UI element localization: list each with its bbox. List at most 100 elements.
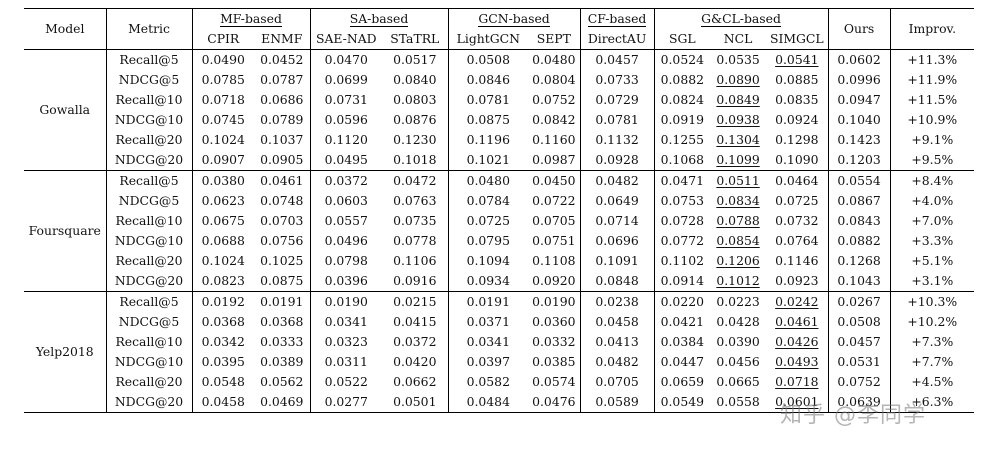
- value-cell: 0.1102: [653, 251, 711, 271]
- value-cell: 0.0456: [716, 354, 760, 369]
- value-cell: 0.1230: [393, 132, 437, 147]
- group-header-sa: SA-based: [309, 8, 449, 29]
- value-cell: 0.0938: [716, 112, 760, 127]
- value-cell: 0.0420: [393, 354, 437, 369]
- value-cell: 0.0907: [191, 150, 254, 171]
- value-cell: 0.0748: [260, 193, 304, 208]
- improvement-cell: +6.3%: [889, 392, 975, 413]
- value-cell: 0.0789: [260, 112, 304, 127]
- value-cell: 0.1196: [447, 130, 529, 150]
- ours-value-cell: 0.0602: [827, 49, 891, 70]
- value-cell: 0.0751: [532, 233, 576, 248]
- improvement-cell: +9.5%: [889, 150, 975, 171]
- value-cell: 0.0574: [532, 374, 576, 389]
- table-row: Yelp2018 Recall@5 0.0192 0.0191 0.0190 0.0215…: [24, 291, 975, 359]
- value-cell: 0.0421: [653, 312, 711, 332]
- value-cell: 0.0428: [716, 314, 760, 329]
- value-cell: 0.0875: [447, 110, 529, 130]
- value-cell: 0.0732: [775, 213, 819, 228]
- value-cell: 0.0541: [775, 52, 819, 67]
- value-cell: 0.0596: [309, 110, 383, 130]
- table-row: NDCG@5 0.0785 0.0787 0.0699 0.0840 0.0846 0.08…: [24, 70, 975, 90]
- value-cell: 0.0623: [191, 191, 254, 211]
- value-cell: 0.0190: [532, 294, 576, 309]
- metric-label: NDCG@10: [105, 110, 192, 130]
- value-cell: 0.0662: [393, 374, 437, 389]
- ours-value-cell: 0.1423: [827, 130, 891, 150]
- ours-value-cell: 0.1203: [827, 150, 891, 171]
- method-header: ENMF: [261, 31, 303, 46]
- value-cell: 0.0854: [716, 233, 760, 248]
- value-cell: 0.0493: [775, 354, 819, 369]
- value-cell: 0.1090: [775, 152, 819, 167]
- value-cell: 0.0476: [532, 394, 576, 409]
- group-header-cf: CF-based: [579, 8, 655, 29]
- improvement-cell: +5.1%: [889, 251, 975, 271]
- value-cell: 0.0495: [309, 150, 383, 171]
- ours-value-cell: 0.1040: [827, 110, 891, 130]
- value-cell: 0.0905: [260, 152, 304, 167]
- value-cell: 0.0413: [579, 332, 655, 352]
- ours-value-cell: 0.0996: [827, 70, 891, 90]
- value-cell: 0.0215: [393, 294, 437, 309]
- method-header: SGL: [653, 29, 711, 50]
- model-header: Model: [45, 21, 85, 36]
- value-cell: 0.0705: [579, 372, 655, 392]
- value-cell: 0.0686: [260, 92, 304, 107]
- value-cell: 0.0368: [191, 312, 254, 332]
- improvement-cell: +3.3%: [889, 231, 975, 251]
- value-cell: 0.1132: [579, 130, 655, 150]
- metric-label: NDCG@20: [105, 150, 192, 171]
- ours-value-cell: 0.0508: [827, 312, 891, 332]
- ours-value-cell: 0.0639: [827, 392, 891, 413]
- ours-value-cell: 0.1043: [827, 271, 891, 292]
- value-cell: 0.0649: [579, 191, 655, 211]
- value-cell: 0.0705: [532, 213, 576, 228]
- value-cell: 0.0781: [579, 110, 655, 130]
- value-cell: 0.0223: [716, 294, 760, 309]
- value-cell: 0.0311: [309, 352, 383, 372]
- value-cell: 0.0987: [532, 152, 576, 167]
- value-cell: 0.1120: [309, 130, 383, 150]
- value-cell: 0.0735: [393, 213, 437, 228]
- value-cell: 0.0450: [532, 173, 576, 188]
- value-cell: 0.0524: [653, 49, 711, 70]
- value-cell: 0.0396: [309, 271, 383, 292]
- improvement-cell: +4.5%: [889, 372, 975, 392]
- value-cell: 0.0849: [716, 92, 760, 107]
- value-cell: 0.0788: [716, 213, 760, 228]
- value-cell: 0.0923: [775, 273, 819, 288]
- value-cell: 0.0733: [579, 70, 655, 90]
- value-cell: 0.0914: [653, 271, 711, 292]
- value-cell: 0.0464: [775, 173, 819, 188]
- improvement-cell: +8.4%: [889, 170, 975, 191]
- value-cell: 0.0763: [393, 193, 437, 208]
- value-cell: 0.0718: [191, 90, 254, 110]
- value-cell: 0.0458: [579, 312, 655, 332]
- header-row-methods: CPIR ENMF SAE-NAD STaTRL LightGCN SEPT D…: [24, 29, 974, 50]
- value-cell: 0.0447: [653, 352, 711, 372]
- value-cell: 0.0582: [447, 372, 529, 392]
- value-cell: 0.0426: [775, 334, 819, 349]
- value-cell: 0.0333: [260, 334, 304, 349]
- value-cell: 0.0385: [532, 354, 576, 369]
- value-cell: 0.0916: [393, 273, 437, 288]
- improvement-cell: +10.9%: [889, 110, 975, 130]
- method-header: LightGCN: [447, 29, 529, 50]
- ours-value-cell: 0.0457: [827, 332, 891, 352]
- value-cell: 0.0785: [191, 70, 254, 90]
- value-cell: 0.1304: [716, 132, 760, 147]
- method-header: SIMGCL: [769, 31, 824, 46]
- improvement-cell: +9.1%: [889, 130, 975, 150]
- group-header-gcn: GCN-based: [447, 8, 581, 29]
- improvement-cell: +11.9%: [889, 70, 975, 90]
- method-header: CPIR: [191, 29, 254, 50]
- improvement-cell: +10.3%: [889, 291, 975, 312]
- value-cell: 0.0601: [775, 394, 819, 409]
- table-row: NDCG@5 0.0368 0.0368 0.0341 0.0415 0.0371 0.03…: [24, 312, 975, 332]
- value-cell: 0.0457: [579, 49, 655, 70]
- ours-value-cell: 0.0752: [827, 372, 891, 392]
- value-cell: 0.0603: [309, 191, 383, 211]
- value-cell: 0.0934: [447, 271, 529, 292]
- value-cell: 0.0191: [260, 294, 304, 309]
